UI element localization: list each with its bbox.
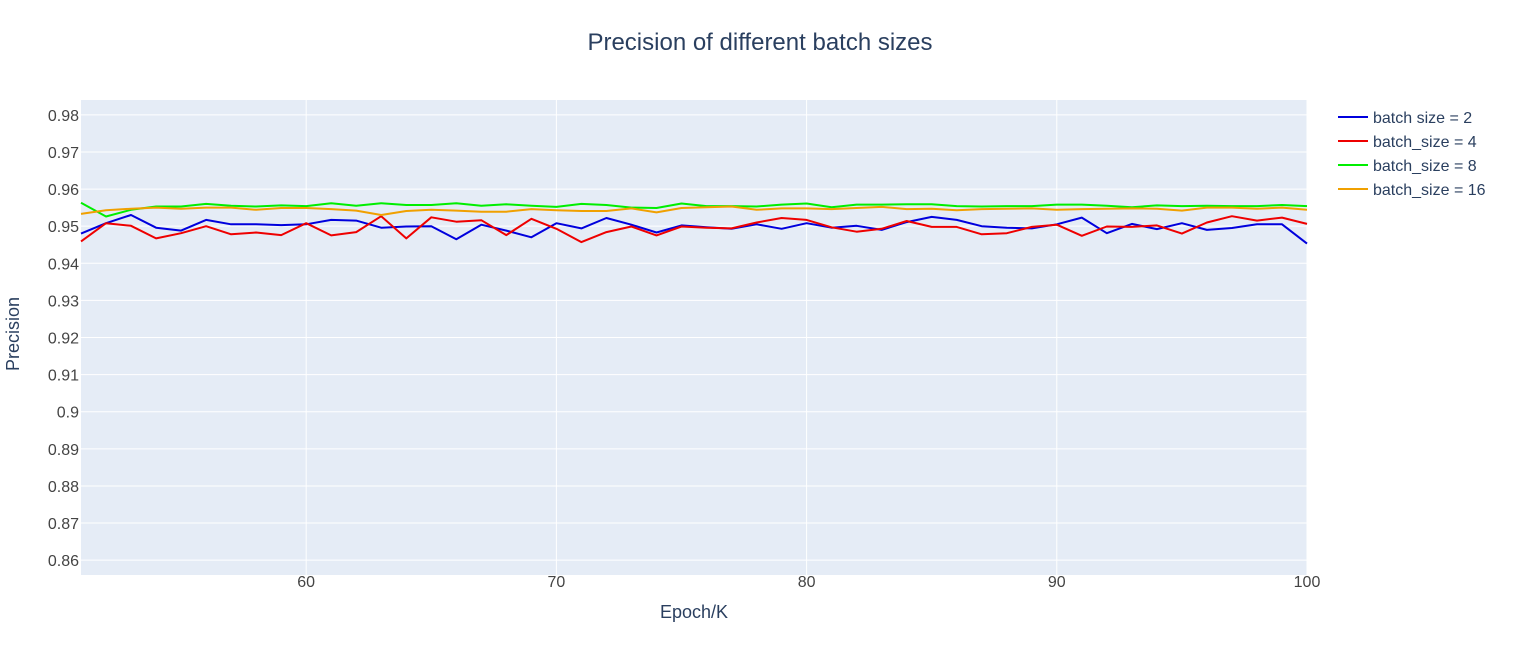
legend-item[interactable]: batch size = 2 <box>1338 110 1472 127</box>
y-tick-label: 0.98 <box>48 108 79 125</box>
y-tick-label: 0.86 <box>48 553 79 570</box>
legend-label: batch_size = 4 <box>1373 134 1477 151</box>
legend-label: batch_size = 16 <box>1373 182 1486 199</box>
series-line-2 <box>80 201 1308 218</box>
y-tick-label: 0.95 <box>48 219 79 236</box>
x-axis-label: Epoch/K <box>660 602 728 622</box>
legend-label: batch size = 2 <box>1373 110 1472 127</box>
x-tick-label: 100 <box>1294 574 1321 591</box>
legend-item[interactable]: batch_size = 4 <box>1338 134 1477 151</box>
legend-label: batch_size = 8 <box>1373 158 1477 175</box>
chart-title: Precision of different batch sizes <box>587 29 932 56</box>
y-tick-label: 0.9 <box>57 405 79 422</box>
y-tick-label: 0.94 <box>48 256 79 273</box>
y-tick-label: 0.89 <box>48 442 79 459</box>
y-tick-label: 0.97 <box>48 145 79 162</box>
series-line-1 <box>80 215 1308 244</box>
y-tick-label: 0.87 <box>48 516 79 533</box>
x-tick-label: 80 <box>798 574 816 591</box>
y-tick-label: 0.93 <box>48 293 79 310</box>
y-tick-label: 0.96 <box>48 182 79 199</box>
legend[interactable]: batch size = 2 batch_size = 4 batch_size =… <box>1338 110 1486 199</box>
series-line-3 <box>80 205 1308 216</box>
y-tick-label: 0.91 <box>48 368 79 385</box>
y-axis-label: Precision <box>3 297 23 371</box>
y-axis-ticks: 0.86 0.87 0.88 0.89 0.9 0.91 0.92 0.93 0.94 0.95 0… <box>48 108 79 570</box>
legend-item[interactable]: batch_size = 16 <box>1338 182 1486 199</box>
x-tick-label: 60 <box>297 574 315 591</box>
y-tick-label: 0.88 <box>48 479 79 496</box>
x-tick-label: 70 <box>547 574 565 591</box>
x-axis-ticks: 60 70 80 90 100 <box>297 574 1320 591</box>
y-tick-label: 0.92 <box>48 331 79 348</box>
series-lines <box>80 201 1308 245</box>
x-tick-label: 90 <box>1048 574 1066 591</box>
legend-item[interactable]: batch_size = 8 <box>1338 158 1477 175</box>
